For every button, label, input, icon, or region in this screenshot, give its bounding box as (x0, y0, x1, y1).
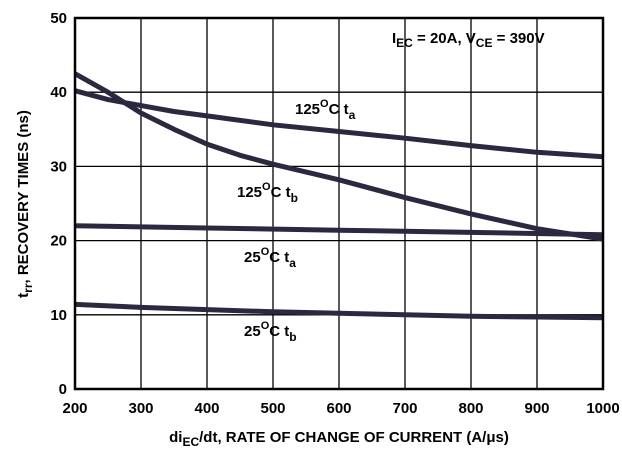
condition-i-val: = 20A, V (413, 30, 476, 47)
x-label-sub: EC (182, 435, 199, 449)
series-line-1 (73, 71, 604, 242)
series-label-125c-ta: 125OC ta (295, 98, 356, 122)
label-sup: O (262, 181, 271, 193)
x-axis-label: diEC/dt, RATE OF CHANGE OF CURRENT (A/μs… (169, 429, 509, 449)
x-label-post: /dt, RATE OF CHANGE OF CURRENT (A/μs) (199, 429, 509, 446)
y-tick-label-10: 10 (50, 307, 67, 324)
series-label-25c-tb: 25OC tb (244, 320, 297, 344)
y-label-sub: rr (21, 283, 35, 293)
x-tick-label-300: 300 (128, 400, 153, 417)
label-mid: C t (329, 101, 349, 118)
condition-label: IEC = 20A, VCE = 390V (392, 30, 545, 50)
y-label-pre: t (15, 293, 32, 298)
x-tick-label-200: 200 (62, 400, 87, 417)
label-mid: C t (269, 323, 289, 340)
x-tick-label-800: 800 (458, 400, 483, 417)
label-sup: O (320, 98, 329, 110)
y-tick-label-20: 20 (50, 233, 67, 250)
x-tick-label-1000: 1000 (586, 400, 619, 417)
y-tick-label-40: 40 (50, 84, 67, 101)
label-mid: C t (269, 249, 289, 266)
series-line-3 (74, 301, 604, 321)
y-tick-label-50: 50 (50, 10, 67, 27)
y-tick-label-30: 30 (50, 158, 67, 175)
label-sub: a (289, 256, 296, 270)
plot-frame (73, 16, 605, 391)
grid (74, 17, 604, 390)
label-mid: C t (271, 184, 291, 201)
x-tick-label-400: 400 (194, 400, 219, 417)
series-line-2 (74, 223, 604, 238)
x-tick-label-700: 700 (392, 400, 417, 417)
y-tick-label-0: 0 (59, 381, 67, 398)
y-axis-label: trr, RECOVERY TIMES (ns) (15, 110, 35, 298)
condition-i-sub: EC (396, 36, 413, 50)
condition-v-val: = 390V (492, 30, 544, 47)
series-label-25c-ta: 25OC ta (244, 246, 296, 270)
label-sub: b (291, 191, 298, 205)
x-tick-label-900: 900 (524, 400, 549, 417)
label-sup: O (261, 246, 270, 258)
series-label-125c-tb: 125OC tb (237, 181, 298, 205)
label-pre: 25 (244, 323, 261, 340)
x-tick-labels: 200 300 400 500 600 700 800 900 1000 (62, 400, 619, 417)
label-pre: 125 (295, 101, 320, 118)
label-sup: O (261, 320, 270, 332)
y-label-post: , RECOVERY TIMES (ns) (15, 110, 32, 283)
condition-i: I (392, 30, 396, 47)
label-sub: a (349, 108, 356, 122)
condition-v-sub: CE (476, 36, 493, 50)
label-pre: 25 (244, 249, 261, 266)
x-label-pre: di (169, 429, 182, 446)
series-group (73, 71, 604, 321)
y-tick-labels: 0 10 20 30 40 50 (50, 10, 67, 398)
x-tick-label-600: 600 (326, 400, 351, 417)
x-tick-label-500: 500 (260, 400, 285, 417)
label-pre: 125 (237, 184, 262, 201)
label-sub: b (289, 330, 296, 344)
